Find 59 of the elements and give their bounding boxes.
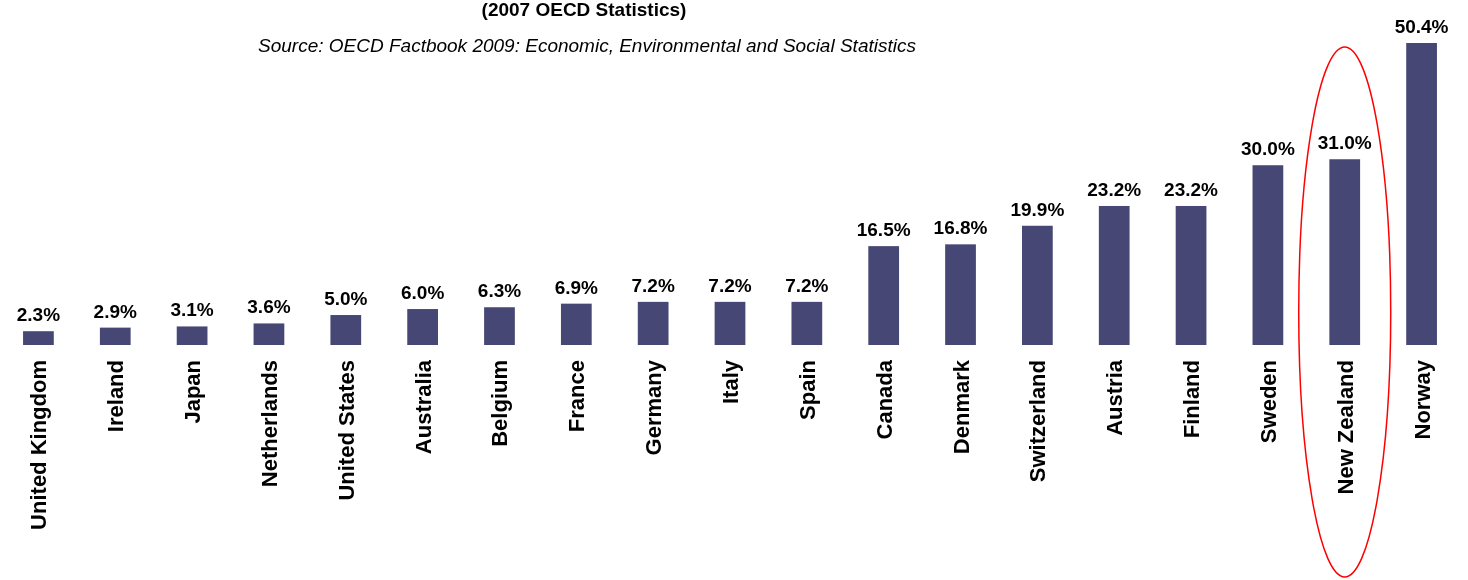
x-tick-label: United Kingdom [26,360,52,530]
data-label: 7.2% [708,274,752,296]
bar [407,309,438,345]
data-label: 7.2% [785,274,829,296]
x-tick-label: Canada [871,359,897,440]
data-label: 6.0% [400,282,445,304]
x-tick-label: Spain [794,360,820,420]
x-tick-label: New Zealand [1332,360,1358,495]
bar [484,307,515,345]
x-tick-label: France [564,360,590,433]
bar [791,301,823,345]
bar [560,303,592,345]
data-label: 3.6% [247,296,291,318]
chart-title: (2007 OECD Statistics) [481,0,687,20]
data-label: 3.1% [170,299,214,321]
x-tick-label: Sweden [1255,360,1281,444]
bar [945,244,976,345]
data-label: 6.9% [554,276,599,298]
x-tick-label: Belgium [487,360,513,447]
bar [1098,205,1130,345]
data-label: 30.0% [1240,138,1295,160]
data-label: 19.9% [1010,198,1065,220]
data-label: 23.2% [1164,178,1219,200]
bar [714,301,746,345]
bar [253,323,285,345]
x-tick-label: Japan [180,360,206,424]
x-tick-label: Australia [410,359,436,455]
bar [330,315,362,345]
bar [1175,205,1207,345]
data-label: 2.9% [93,300,138,322]
annotation: Source: OECD Factbook 2009: Economic, Environmental and Social Statistics [258,35,917,56]
bar [1329,159,1361,345]
data-label: 2.3% [16,304,61,326]
x-tick-label: Denmark [948,359,974,455]
bar [868,246,900,345]
x-tick-label: Netherlands [256,360,282,488]
bar [176,326,208,345]
bar [1252,165,1284,345]
bar [99,327,131,345]
data-label: 7.2% [631,274,675,296]
data-label: 50.4% [1394,16,1449,37]
bar [1406,43,1437,345]
data-label: 23.2% [1087,178,1142,200]
x-tick-label: Germany [641,359,667,456]
x-tick-label: Norway [1409,359,1435,440]
x-tick-label: United States [333,360,359,501]
x-tick-label: Austria [1102,359,1128,436]
bar [637,301,669,345]
x-tick-label: Italy [718,359,743,405]
data-label: 5.0% [324,288,368,310]
x-tick-label: Ireland [103,360,129,433]
bar [23,331,54,345]
bar [1022,225,1053,345]
data-label: 6.3% [477,280,522,302]
x-tick-label: Finland [1179,360,1205,439]
data-label: 16.8% [933,217,988,239]
x-tick-label: Switzerland [1025,360,1051,483]
data-label: 16.5% [856,219,911,241]
data-label: 31.0% [1317,132,1372,154]
